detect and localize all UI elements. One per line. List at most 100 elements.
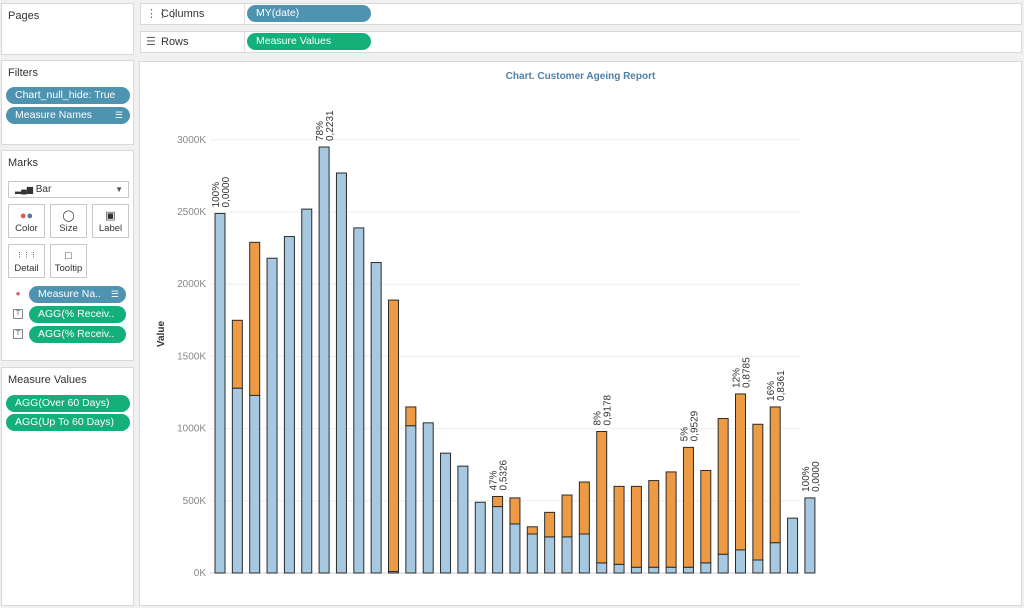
bar-over-60[interactable] [526,526,538,535]
bar-over-60[interactable] [596,430,608,564]
bar-value-label: 0,8785 [742,357,753,388]
bar-pct-label: 100% [211,182,222,208]
measure-pill-over-60[interactable]: AGG(Over 60 Days) [6,395,130,412]
bar-up-to-60[interactable] [283,236,295,574]
bar-over-60[interactable] [249,241,261,396]
bar-over-60[interactable] [700,469,712,564]
bar-up-to-60[interactable] [318,146,330,574]
size-button[interactable]: ◯ Size [50,204,87,238]
columns-shelf[interactable]: ⋮⋮⋮ Columns MY(date) [140,3,1022,25]
bar-over-60[interactable] [682,446,694,568]
bar-up-to-60[interactable] [526,533,538,574]
bar-up-to-60[interactable] [509,523,521,574]
bar-up-to-60[interactable] [370,262,382,574]
filter-pill-label: Chart_null_hide: True [15,89,116,101]
bar-up-to-60[interactable] [717,553,729,574]
bar-up-to-60[interactable] [700,562,712,574]
bar-value-label: 0,9178 [603,394,614,425]
filter-pill-measure-names[interactable]: Measure Names ☰ [6,107,130,124]
bar-over-60[interactable] [405,406,417,427]
color-button[interactable]: ●● Color [8,204,45,238]
detail-dots-icon: ⋮⋮⋮ [16,252,37,259]
bar-value-label: 0,2231 [325,110,336,141]
bar-over-60[interactable] [752,423,764,561]
label-button[interactable]: ▣ Label [92,204,129,238]
bar-up-to-60[interactable] [301,208,313,574]
filter-pill-label: Measure Names [15,109,93,121]
bar-up-to-60[interactable] [353,227,365,574]
bar-over-60[interactable] [717,417,729,555]
marks-pill-label: AGG(% Receiv.. [38,308,115,320]
y-tick-label: 1000K [177,424,206,435]
text-label-icon: T [13,309,23,319]
bar-up-to-60[interactable] [474,501,486,574]
bar-up-to-60[interactable] [735,549,746,574]
tooltip-icon: □ [65,250,72,262]
bar-up-to-60[interactable] [561,536,573,574]
columns-pill-my-date[interactable]: MY(date) [247,5,371,22]
bar-up-to-60[interactable] [231,387,243,574]
bar-up-to-60[interactable] [422,422,434,574]
bar-up-to-60[interactable] [596,562,608,574]
bar-up-to-60[interactable] [578,533,590,574]
bar-over-60[interactable] [561,494,573,538]
bar-over-60[interactable] [578,481,590,535]
text-label-icon: ▣ [105,210,116,222]
bar-up-to-60[interactable] [752,559,764,574]
rows-pill-label: Measure Values [256,35,332,47]
bar-up-to-60[interactable] [405,425,417,574]
bar-pct-label: 78% [315,121,326,141]
bar-over-60[interactable] [509,497,521,525]
bar-over-60[interactable] [630,485,642,568]
bar-over-60[interactable] [492,495,504,508]
mark-type-select[interactable]: ▂▄▆ Bar ▼ [8,181,129,198]
bar-over-60[interactable] [613,485,625,565]
columns-label: Columns [161,8,205,20]
rows-pill-measure-values[interactable]: Measure Values [247,33,371,50]
bar-pct-label: 16% [766,381,777,401]
bar-up-to-60[interactable] [544,536,556,574]
bar-over-60[interactable] [648,480,660,568]
bar-up-to-60[interactable] [769,542,781,574]
y-tick-label: 2000K [177,279,206,290]
bar-up-to-60[interactable] [682,566,694,574]
size-button-label: Size [59,223,78,234]
bar-up-to-60[interactable] [492,506,504,574]
bar-over-60[interactable] [231,319,243,389]
bar-pct-label: 12% [732,368,743,388]
bar-up-to-60[interactable] [249,394,261,574]
chart-view: Chart. Customer Ageing Report 0K 500K 1000… [139,61,1022,606]
detail-button[interactable]: ⋮⋮⋮ Detail [8,244,45,278]
bar-value-label: 0,5326 [499,459,510,490]
bar-up-to-60[interactable] [630,566,642,574]
size-icon: ◯ [62,210,75,222]
bar-up-to-60[interactable] [440,452,452,574]
bar-up-to-60[interactable] [266,257,278,574]
sort-icon: ☰ [114,110,123,120]
marks-card: Marks ▂▄▆ Bar ▼ ●● Color ◯ Size ▣ Label … [1,150,134,361]
y-tick-label: 500K [183,496,207,507]
tooltip-button[interactable]: □ Tooltip [50,244,87,278]
bar-chart-icon: ▂▄▆ [15,185,33,194]
bar-over-60[interactable] [769,406,781,544]
marks-title: Marks [8,157,38,169]
bar-up-to-60[interactable] [335,172,347,574]
bar-up-to-60[interactable] [787,517,799,574]
bar-over-60[interactable] [665,471,677,568]
bar-up-to-60[interactable] [214,212,226,574]
measure-pill-label: AGG(Up To 60 Days) [15,416,115,428]
bar-over-60[interactable] [388,299,399,573]
bar-up-to-60[interactable] [648,566,660,574]
bar-up-to-60[interactable] [457,465,469,574]
measure-pill-up-to-60[interactable]: AGG(Up To 60 Days) [6,414,130,431]
bar-over-60[interactable] [544,511,556,538]
bar-up-to-60[interactable] [613,563,625,574]
bar-up-to-60[interactable] [804,497,816,574]
rows-shelf[interactable]: ☰ Rows Measure Values [140,31,1022,53]
bar-up-to-60[interactable] [665,566,677,574]
marks-pill-pct-receivable-2[interactable]: AGG(% Receiv.. [29,326,126,343]
filter-pill-chart-null-hide[interactable]: Chart_null_hide: True [6,87,130,104]
marks-pill-measure-names[interactable]: Measure Na.. ☰ [29,286,126,303]
marks-pill-pct-receivable-1[interactable]: AGG(% Receiv.. [29,306,126,323]
bar-over-60[interactable] [735,393,746,551]
